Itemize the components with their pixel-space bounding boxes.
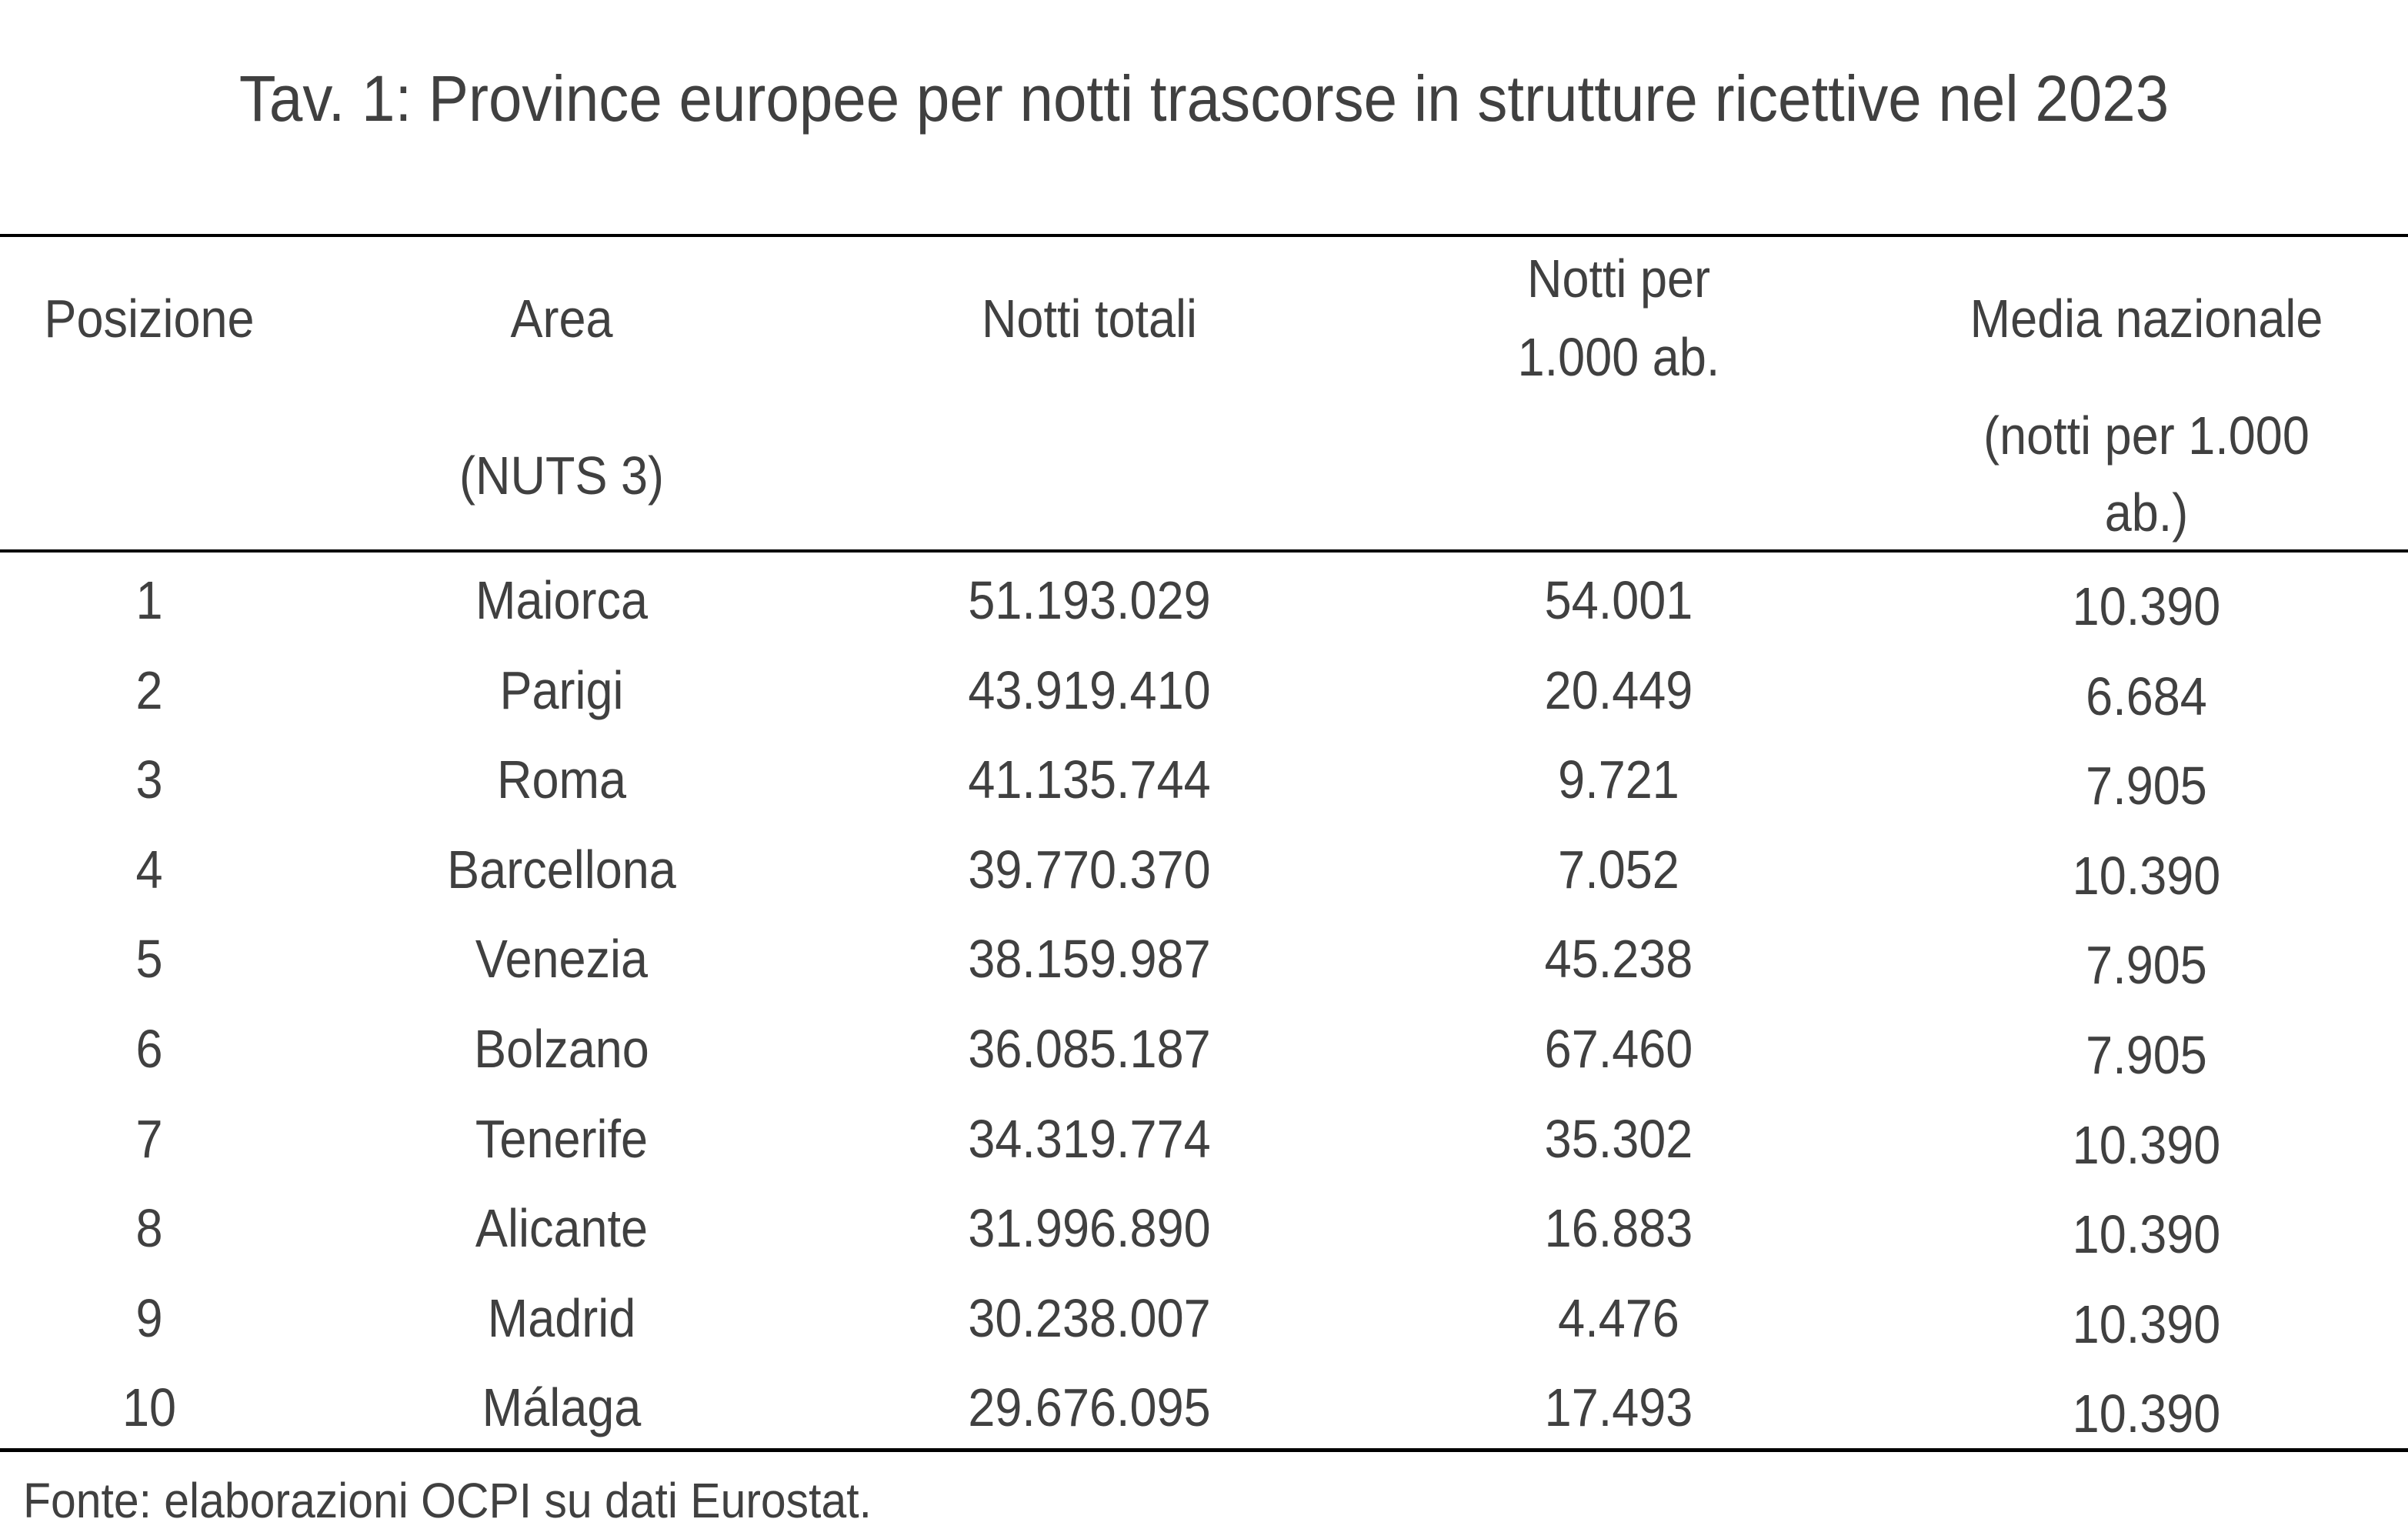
cell-media: 6.684 — [2086, 666, 2207, 726]
cell-area: Bolzano — [474, 1019, 649, 1079]
cell-totali: 34.319.774 — [968, 1108, 1211, 1169]
cell-pos: 1 — [135, 570, 163, 630]
cell-per1000: 16.883 — [1544, 1198, 1693, 1259]
cell-pos: 7 — [135, 1108, 163, 1169]
cell-pos: 6 — [135, 1019, 163, 1079]
cell-media: 7.905 — [2086, 1025, 2207, 1085]
cell-pos: 8 — [135, 1198, 163, 1259]
cell-per1000: 67.460 — [1544, 1019, 1693, 1079]
cell-pos: 10 — [122, 1377, 177, 1438]
cell-area: Tenerife — [475, 1108, 649, 1169]
cell-media: 10.390 — [2072, 1114, 2221, 1175]
cell-pos: 5 — [135, 929, 163, 990]
cell-pos: 2 — [135, 659, 163, 720]
cell-area: Madrid — [487, 1287, 636, 1348]
cell-per1000: 7.052 — [1558, 839, 1679, 900]
cell-media: 7.905 — [2086, 935, 2207, 996]
table-title: Tav. 1: Province europee per notti trasc… — [238, 62, 2170, 135]
cell-area: Málaga — [482, 1377, 642, 1438]
cell-per1000: 45.238 — [1544, 929, 1693, 990]
cell-area: Alicante — [475, 1198, 649, 1259]
cell-media: 10.390 — [2072, 1294, 2221, 1354]
cell-per1000: 17.493 — [1544, 1377, 1693, 1438]
cell-area: Maiorca — [475, 570, 649, 630]
header-media-sub-2: ab.) — [2104, 482, 2189, 542]
cell-per1000: 4.476 — [1558, 1287, 1679, 1348]
header-area: Area — [510, 289, 613, 349]
cell-totali: 41.135.744 — [968, 749, 1211, 810]
cell-pos: 3 — [135, 749, 163, 810]
cell-media: 10.390 — [2072, 1384, 2221, 1444]
cell-area: Venezia — [475, 929, 649, 990]
cell-totali: 39.770.370 — [968, 839, 1211, 900]
header-notti-per-1: Notti per — [1526, 249, 1711, 309]
cell-media: 10.390 — [2072, 1204, 2221, 1265]
cell-area: Parigi — [499, 659, 624, 720]
header-notti-per-2: 1.000 ab. — [1517, 327, 1720, 387]
cell-per1000: 9.721 — [1558, 749, 1679, 810]
cell-pos: 4 — [135, 839, 163, 900]
cell-totali: 30.238.007 — [968, 1287, 1211, 1348]
cell-totali: 31.996.890 — [968, 1198, 1211, 1259]
cell-per1000: 54.001 — [1544, 570, 1693, 630]
header-posizione: Posizione — [44, 289, 255, 349]
header-media: Media nazionale — [1969, 289, 2323, 349]
bottom-rule — [0, 1448, 2408, 1452]
cell-totali: 29.676.095 — [968, 1377, 1211, 1438]
header-rule — [0, 549, 2408, 553]
header-area-sub: (NUTS 3) — [459, 446, 665, 506]
cell-per1000: 35.302 — [1544, 1108, 1693, 1169]
cell-totali: 43.919.410 — [968, 659, 1211, 720]
source-note: Fonte: elaborazioni OCPI su dati Eurosta… — [23, 1473, 872, 1528]
cell-media: 7.905 — [2086, 756, 2207, 816]
cell-totali: 38.159.987 — [968, 929, 1211, 990]
header-media-sub-1: (notti per 1.000 — [1983, 406, 2310, 466]
cell-pos: 9 — [135, 1287, 163, 1348]
top-rule — [0, 234, 2408, 237]
cell-totali: 51.193.029 — [968, 570, 1211, 630]
cell-area: Barcellona — [447, 839, 676, 900]
cell-per1000: 20.449 — [1544, 659, 1693, 720]
header-notti-totali: Notti totali — [981, 289, 1198, 349]
cell-media: 10.390 — [2072, 845, 2221, 906]
cell-media: 10.390 — [2072, 576, 2221, 636]
cell-area: Roma — [496, 749, 627, 810]
cell-totali: 36.085.187 — [968, 1019, 1211, 1079]
